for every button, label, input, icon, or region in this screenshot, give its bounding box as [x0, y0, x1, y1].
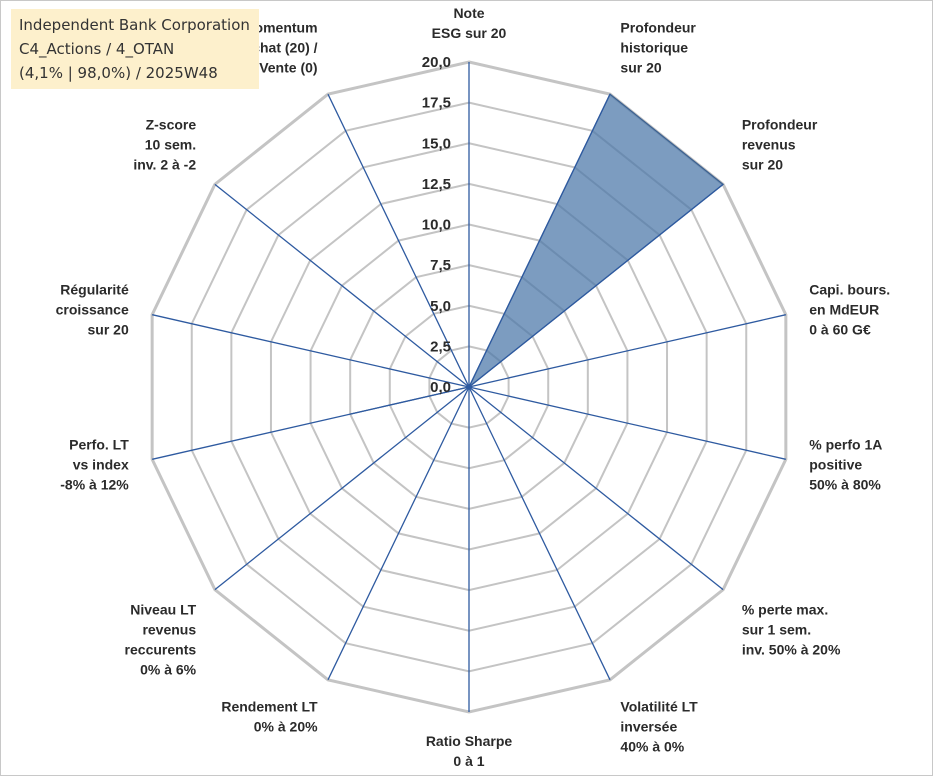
spoke-11 [152, 314, 470, 388]
info-stats: (4,1% | 98,0%) / 2025W48 [19, 64, 218, 82]
axis-label-12: Z-score 10 sem. inv. 2 à -2 [133, 116, 196, 172]
tick-label-2: 5,0 [430, 298, 451, 315]
tick-label-6: 15,0 [422, 135, 451, 152]
axis-label-8: Rendement LT 0% à 20% [221, 698, 318, 734]
tick-label-5: 12,5 [422, 176, 451, 193]
info-box: Independent Bank Corporation C4_Actions … [11, 9, 259, 89]
axis-label-0: Note ESG sur 20 [432, 5, 507, 41]
spoke-6 [468, 386, 611, 681]
label-layer: Note ESG sur 20 Profondeur historique sur 20… [56, 5, 891, 769]
tick-label-3: 7,5 [430, 257, 451, 274]
axis-label-10: Perfo. LT vs index -8% à 12% [60, 437, 129, 493]
axis-label-3: Capi. bours. en MdEUR 0 à 60 G€ [809, 281, 890, 337]
spoke-layer [152, 62, 786, 712]
axis-label-7: Ratio Sharpe 0 à 1 [426, 733, 513, 769]
axis-label-1: Profondeur historique sur 20 [620, 20, 696, 76]
tick-label-1: 2,5 [430, 338, 451, 355]
spoke-8 [327, 386, 470, 681]
tick-label-8: 20,0 [422, 54, 451, 71]
spoke-13 [327, 93, 470, 388]
spoke-9 [214, 386, 470, 591]
tick-layer: 0,0 2,5 5,0 7,5 10,0 12,5 15,0 17,5 20,0 [422, 54, 451, 396]
axis-label-4: % perfo 1A positive 50% à 80% [809, 437, 882, 493]
spoke-4 [468, 386, 786, 460]
spoke-12 [214, 183, 470, 388]
axis-label-13: Momentum Achat (20) / Vente (0) [242, 20, 318, 76]
spoke-10 [152, 386, 470, 460]
spoke-3 [468, 314, 786, 388]
spoke-2 [468, 183, 724, 388]
tick-label-7: 17,5 [422, 95, 451, 112]
axis-label-11: Régularité croissance sur 20 [56, 281, 129, 337]
spoke-5 [468, 386, 724, 591]
spoke-1 [468, 93, 611, 388]
info-category: C4_Actions / 4_OTAN [19, 40, 175, 58]
axis-label-2: Profondeur revenus sur 20 [742, 116, 818, 172]
info-company-name: Independent Bank Corporation [19, 16, 250, 34]
axis-label-6: Volatilité LT inversée 40% à 0% [620, 698, 698, 754]
axis-label-5: % perte max. sur 1 sem. inv. 50% à 20% [742, 602, 841, 658]
tick-label-0: 0,0 [430, 379, 451, 396]
axis-label-9: Niveau LT revenus reccurents 0% à 6% [125, 602, 197, 678]
tick-label-4: 10,0 [422, 217, 451, 234]
